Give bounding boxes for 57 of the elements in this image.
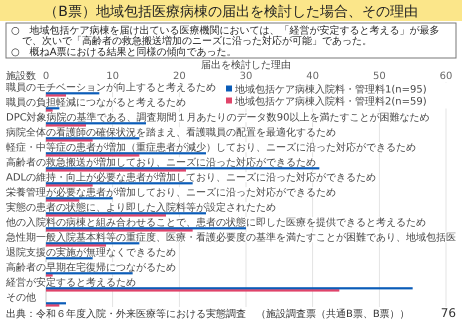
bar (46, 289, 340, 292)
bar (46, 154, 140, 157)
y-tick-label: 経営が安定すると考えるため (5, 276, 136, 289)
bar (46, 242, 140, 244)
bar (46, 139, 93, 142)
bar (46, 304, 60, 307)
x-tick-label: 0 (42, 71, 50, 82)
bar (46, 92, 100, 94)
y-tick-label: 高齢者の救急搬送が増加しており、ニーズに沿った対応ができるため (6, 156, 316, 169)
bar (46, 287, 413, 290)
bar (46, 229, 193, 232)
text: ○ 地域包括ケア病棟を届け出ている医療機関においては、「経営が安定すると考える」が最多で、次いで「高齢者の救急搬送増加のニーズに沿った対応が可能」であった。 (11, 24, 440, 48)
bar (46, 169, 186, 172)
bar (46, 212, 206, 214)
bar (46, 152, 206, 154)
y-tick-label: 職員の負担軽減につながると考えるため (6, 96, 186, 109)
y-tick-label: 実態の患者の状態に、より即した入院料等が設定されたため (6, 202, 276, 214)
source-note: 出典：令和６年度入院・外来医療等における実態調査 （施設調査票（共通B票、B票）） (6, 308, 410, 320)
y-tick-label: その他 (6, 292, 36, 304)
y-tick-label: 急性期一般入院基本料等の重症度、医療・看護必要度の基準を満たすことが困難であり、地域包括医 (5, 232, 456, 244)
bar (46, 184, 93, 187)
bar (46, 272, 133, 274)
chart-title: （B票）地域包括医療病棟の届出を検討した場合、その理由 (44, 4, 418, 20)
bar (46, 257, 93, 260)
text: ○ 概ねA票における結果と同様の傾向であった。 (11, 46, 237, 58)
bar (46, 137, 140, 140)
bar (46, 197, 113, 200)
legend-label: 地域包括ケア病棟入院料・管理料1(n=95) (234, 84, 427, 96)
annotation: 76 (440, 306, 456, 320)
x-tick-label: 30 (240, 71, 252, 82)
y-tick-label: 病院全体の看護師の確保状況を踏まえ、看護職員の配置を最適化するため (6, 126, 336, 139)
y-tick-label: 他の入院料の病棟と組み合わせることで、患者の状態に即した医療を提供できると考えるため (6, 216, 426, 229)
x-tick-label: 50 (372, 71, 386, 82)
bar (46, 94, 66, 97)
y-tick-label: 退院支援の実施が無理なくできるため (6, 246, 176, 259)
y-tick-label: 職員のモチベーションが向上すると考えるため (6, 82, 216, 94)
bar (46, 227, 246, 230)
x-tick-label: 10 (106, 71, 120, 82)
chart-subtitle: 届出を検討した理由 (201, 59, 291, 71)
bar (46, 302, 66, 304)
x-tick-label: 20 (172, 71, 186, 82)
x-tick-label: 40 (306, 71, 320, 82)
bar (46, 124, 86, 127)
bar (46, 107, 60, 110)
x-axis-title: 施設数 (6, 70, 36, 82)
legend-label: 地域包括ケア病棟入院料・管理料2(n=59) (234, 96, 427, 108)
bar (46, 182, 193, 184)
y-tick-label: ADLの維持・向上が必要な患者が増加しており、ニーズに沿った対応ができるため (6, 172, 376, 184)
x-tick-label: 60 (440, 71, 452, 82)
y-tick-label: 栄養管理が必要な患者が増加しており、ニーズに沿った対応ができるため (6, 186, 336, 199)
y-tick-label: 高齢者の早期在宅復帰につながるため (6, 262, 176, 274)
bar (46, 214, 166, 217)
bar (46, 122, 146, 124)
y-tick-label: DPC対象病院の基準である、調査期間１月あたりのデータ数90以上を満たすことが困難なため (6, 112, 430, 124)
bar (46, 167, 320, 170)
y-tick-label: 軽症・中等症の患者が増加（重症患者が減少）しており、ニーズに沿った対応ができるため (6, 142, 416, 154)
bar (46, 199, 80, 202)
